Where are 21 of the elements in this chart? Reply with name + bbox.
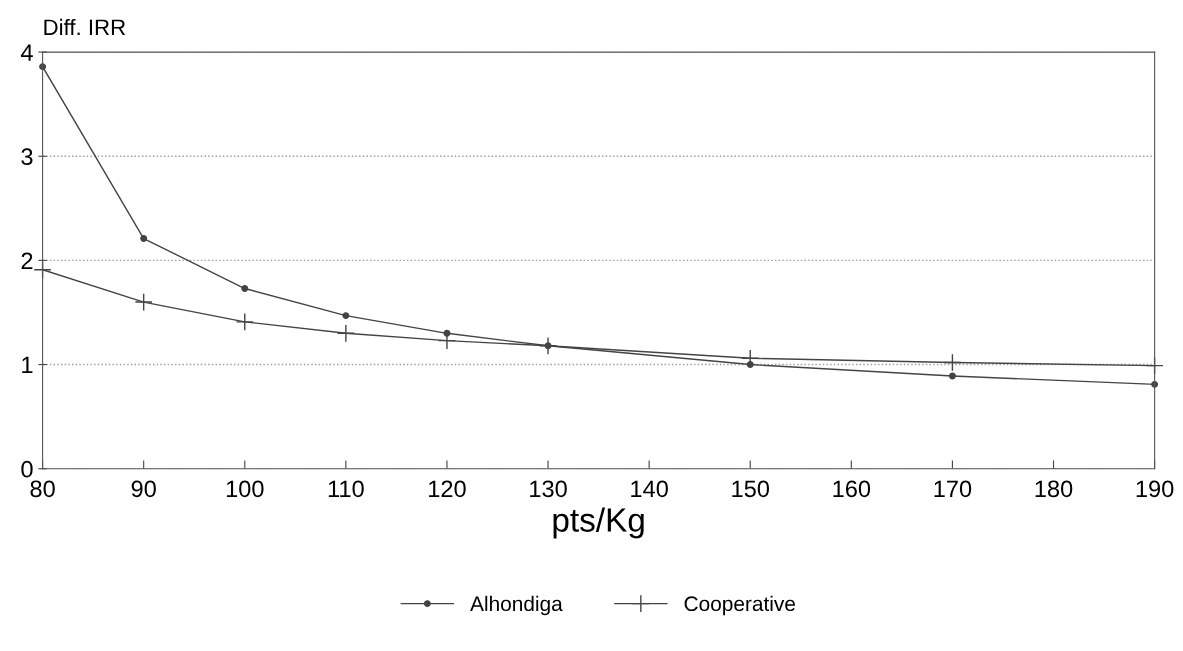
x-tick-label: 140	[631, 480, 668, 498]
x-tick-label: 150	[732, 480, 770, 498]
legend-label: Alhondiga	[470, 595, 563, 616]
x-tick-label: 190	[1136, 480, 1174, 498]
y-tick-label: 2	[21, 252, 33, 269]
x-axis-title: pts/Kg	[553, 507, 644, 539]
y-tick-label: 1	[22, 356, 33, 374]
x-tick-label: 130	[530, 480, 567, 498]
x-tick-label: 110	[328, 480, 364, 498]
y-axis-title: Diff. IRR	[44, 18, 126, 35]
x-tick-label: 170	[934, 480, 972, 498]
x-tick-label: 90	[131, 480, 156, 498]
y-tick-label: 4	[20, 44, 33, 61]
x-tick-label: 120	[429, 480, 466, 498]
x-tick-label: 160	[833, 480, 871, 498]
y-tick-label: 0	[21, 460, 33, 478]
x-tick-label: 100	[226, 480, 264, 498]
x-tick-label: 80	[30, 480, 55, 498]
y-tick-label: 3	[21, 148, 33, 166]
x-tick-label: 180	[1035, 480, 1073, 498]
legend-label: Cooperative	[684, 595, 795, 616]
